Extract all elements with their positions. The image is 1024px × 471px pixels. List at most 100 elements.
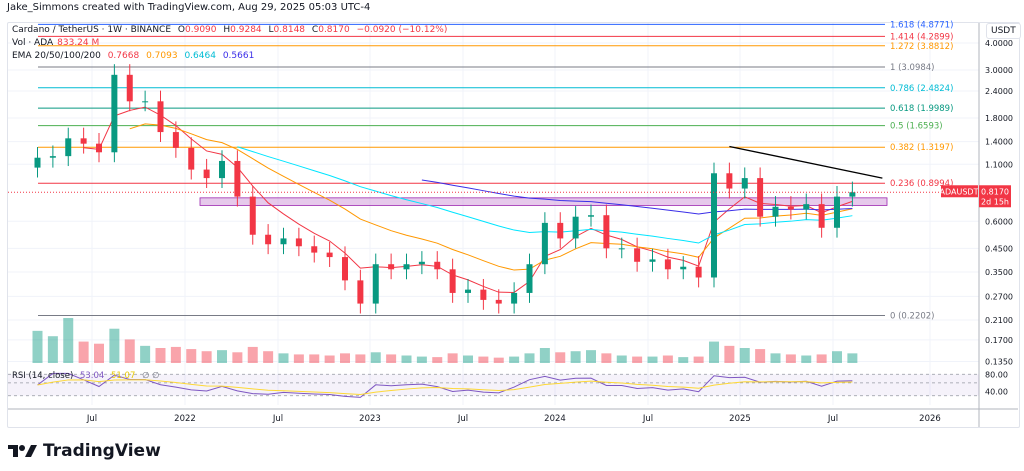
volume-bar	[386, 354, 397, 363]
candle-body	[111, 74, 118, 153]
volume-bar	[140, 345, 151, 363]
fib-level-label: 1 (3.0984)	[890, 63, 934, 73]
volume-bar	[186, 349, 197, 363]
rsi-ma-line	[37, 379, 853, 396]
volume-bar	[247, 346, 258, 363]
candle-body	[818, 204, 825, 228]
candle-body	[772, 206, 779, 217]
candle-body	[757, 178, 764, 217]
rsi-legend[interactable]: RSI (14, close) 53.04 51.07 ∅ ∅	[12, 371, 164, 381]
trendline	[729, 145, 883, 179]
low-value: 0.8148	[273, 25, 306, 35]
time-tick-label: 2026	[919, 414, 941, 424]
chart-frame[interactable]	[7, 22, 1020, 428]
symbol-name[interactable]: Cardano / TetherUS · 1W · BINANCE	[12, 25, 172, 35]
price-tick-label: 0.4500	[985, 244, 1013, 253]
volume-bar	[616, 355, 627, 363]
fib-level-label: 1.618 (4.8771)	[890, 20, 953, 30]
volume-bar	[324, 355, 335, 363]
ohlc-close: C0.8170	[312, 25, 350, 35]
candle-body	[541, 222, 548, 265]
candle-body	[695, 266, 702, 278]
fib-level-label: 0.5 (1.6593)	[890, 122, 943, 132]
time-tick-label: Jul	[642, 414, 653, 424]
price-tick-label: 0.2700	[985, 292, 1013, 301]
rsi-band	[8, 374, 979, 396]
support-zone	[199, 197, 888, 206]
high-label: H	[223, 25, 231, 35]
time-tick-label: Jul	[457, 414, 468, 424]
currency-button[interactable]: USDT	[986, 23, 1021, 39]
volume-bar	[278, 353, 289, 363]
countdown-label: 2d 15h	[981, 197, 1009, 206]
volume-bar	[63, 318, 74, 363]
price-tick-label: 0.3500	[985, 268, 1013, 277]
candle-body	[188, 147, 195, 170]
tradingview-logo[interactable]: TradingView	[8, 441, 161, 461]
volume-bar	[586, 350, 596, 363]
last-price-label: 0.8170	[981, 187, 1009, 196]
rsi-tick-label: 80.00	[985, 370, 1008, 379]
volume-bar	[293, 354, 304, 363]
time-tick-label: Jul	[272, 414, 283, 424]
ema-label: EMA 20/50/100/200	[12, 51, 101, 61]
volume-legend[interactable]: Vol · ADA 833.24 M	[12, 38, 103, 48]
volume-bar	[647, 356, 658, 363]
candle-body	[49, 156, 56, 158]
rsi-extra: ∅ ∅	[142, 371, 160, 381]
ema-legend[interactable]: EMA 20/50/100/200 0.7668 0.7093 0.6464 0…	[12, 51, 258, 61]
candle-body	[403, 264, 410, 270]
fib-level-label: 0.382 (1.3197)	[890, 143, 953, 153]
candle-body	[96, 143, 102, 153]
close-label: C	[311, 25, 319, 35]
ema-50-line	[129, 123, 853, 271]
volume-bar	[340, 353, 350, 363]
volume-bar	[662, 355, 673, 363]
candle-body	[434, 261, 441, 270]
time-tick-label: Jul	[827, 414, 838, 424]
volume-bar	[432, 357, 443, 363]
ema-200-line	[421, 179, 853, 215]
candle-body	[357, 280, 364, 304]
candle-body	[526, 264, 533, 293]
candle-body	[34, 157, 41, 168]
candle-body	[787, 206, 794, 210]
rsi-label: RSI (14, close)	[12, 371, 74, 381]
candle-body	[203, 169, 210, 179]
volume-bar	[632, 356, 643, 363]
symbol-tag-label: ADAUSDT	[940, 187, 979, 196]
volume-bar	[370, 352, 381, 363]
price-tick-label: 1.1000	[985, 160, 1013, 169]
fib-level-label: 0.236 (0.8994)	[890, 179, 953, 189]
last-price-tag	[979, 185, 1011, 208]
time-tick-label: 2024	[544, 414, 566, 424]
volume-bar	[785, 354, 796, 363]
candle-body	[219, 160, 225, 179]
volume-bar	[217, 350, 227, 363]
volume-bar	[355, 354, 366, 363]
candle-body	[418, 261, 425, 265]
volume-bar	[232, 352, 243, 363]
candle-body	[480, 289, 487, 300]
candle-body	[342, 257, 348, 281]
candle-body	[511, 292, 518, 304]
volume-bar	[124, 339, 135, 363]
volume-bar	[555, 352, 566, 363]
ema20-value: 0.7668	[107, 51, 140, 61]
volume-bar	[724, 345, 735, 363]
volume-bar	[401, 355, 412, 363]
candle-body	[372, 264, 379, 304]
volume-bar	[463, 355, 473, 363]
change-value: −0.0920 (−10.12%)	[356, 25, 448, 35]
candle-body	[80, 138, 87, 144]
volume-bar	[570, 351, 581, 363]
volume-bar	[693, 356, 704, 363]
volume-bar	[309, 354, 320, 363]
candle-body	[603, 215, 610, 249]
volume-bar	[109, 328, 120, 363]
volume-value: 833.24 M	[57, 38, 100, 48]
symbol-legend[interactable]: Cardano / TetherUS · 1W · BINANCE O0.909…	[12, 25, 451, 35]
tradingview-logo-icon	[8, 445, 37, 457]
candle-body	[234, 160, 241, 197]
